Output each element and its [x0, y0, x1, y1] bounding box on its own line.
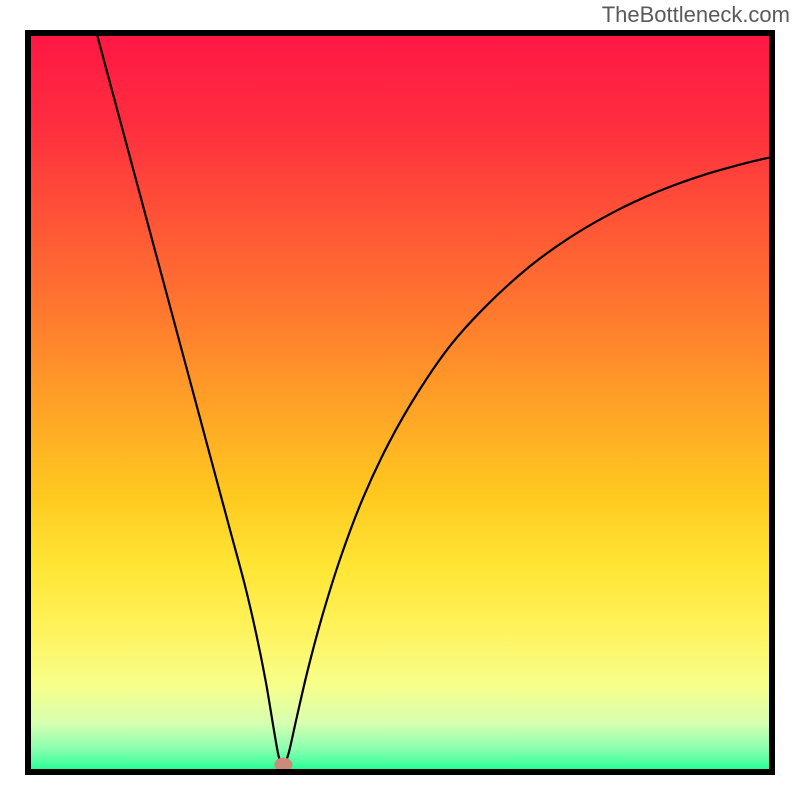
watermark-text: TheBottleneck.com — [602, 2, 790, 28]
chart-frame — [25, 30, 775, 775]
plot-area — [31, 36, 769, 769]
bottleneck-curve — [31, 36, 769, 769]
chart-container: TheBottleneck.com — [0, 0, 800, 800]
minimum-marker — [274, 758, 292, 769]
